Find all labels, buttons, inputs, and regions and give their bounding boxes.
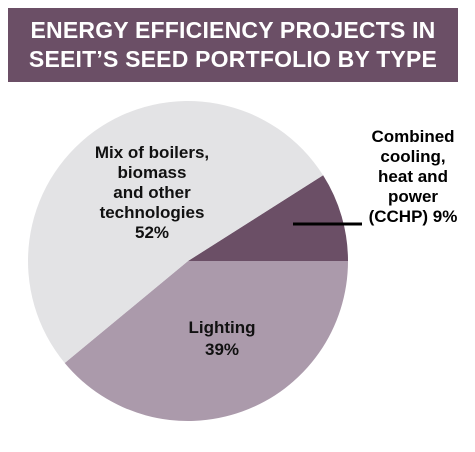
slice-label-cchp: Combined cooling, heat and power (CCHP) 9% [369,127,458,226]
slice-label-mix-line: biomass [118,163,187,182]
pie-slice-lighting [64,261,348,421]
slice-label-mix-line: 52% [135,223,169,242]
slice-label-mix-line: and other [113,183,191,202]
slice-label-mix-line: Mix of boilers, [95,143,209,162]
slice-label-cchp-line: Combined [371,127,454,146]
slice-label-lighting-line: Lighting [188,318,255,337]
slice-label-lighting: Lighting 39% [188,318,255,359]
slice-label-lighting-line: 39% [205,340,239,359]
slice-label-cchp-line: heat and [378,167,448,186]
pie-slice-mix [27,100,324,363]
slice-label-mix-line: technologies [100,203,205,222]
slice-label-mix: Mix of boilers, biomass and other technolog… [95,143,209,242]
slice-label-cchp-line: (CCHP) 9% [369,207,458,226]
chart-title-line-1: ENERGY EFFICIENCY PROJECTS IN [30,17,436,43]
slice-label-cchp-line: power [388,187,438,206]
slice-label-cchp-line: cooling, [380,147,445,166]
pie-slice-cchp [188,175,348,261]
chart-title-banner: ENERGY EFFICIENCY PROJECTS IN SEEIT’S SE… [8,8,458,82]
chart-title-line-2: SEEIT’S SEED PORTFOLIO BY TYPE [28,46,438,72]
